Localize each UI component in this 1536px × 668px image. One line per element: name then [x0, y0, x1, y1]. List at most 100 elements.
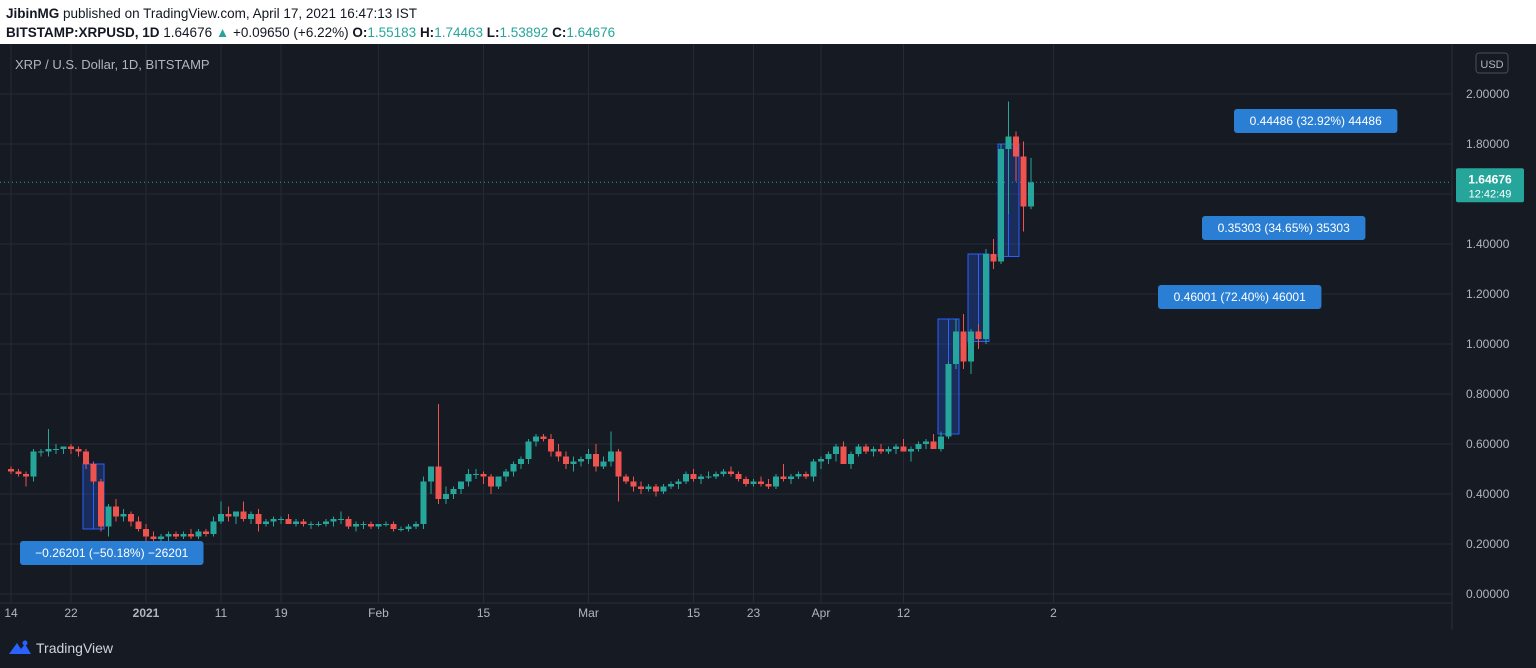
candle-body — [360, 524, 367, 525]
candle-body — [383, 524, 389, 525]
candle-body — [788, 476, 794, 479]
measure-label-text: 0.44486 (32.92%) 44486 — [1250, 114, 1382, 128]
grid-lines — [0, 44, 1452, 603]
candle-body — [488, 476, 494, 487]
candle-body — [578, 459, 584, 462]
price-tick-label: 0.40000 — [1466, 487, 1510, 501]
close-value: 1.64676 — [566, 25, 616, 40]
author-name[interactable]: JibinMG — [6, 6, 60, 21]
candle-body — [623, 476, 629, 482]
change-up-icon: ▲ — [215, 25, 230, 40]
candle-body — [975, 331, 982, 339]
candle-body — [518, 459, 524, 464]
candle-body — [255, 514, 262, 524]
low-value: 1.53892 — [499, 25, 549, 40]
candle-body — [465, 474, 472, 482]
candle-body — [720, 471, 727, 474]
candle-body — [285, 519, 292, 524]
candle-body — [293, 521, 299, 524]
candle-body — [683, 474, 689, 482]
candle-body — [248, 514, 254, 519]
candle-body — [323, 521, 329, 524]
time-tick-label: 15 — [477, 606, 491, 620]
candle-body — [420, 481, 427, 524]
candle-body — [923, 441, 929, 444]
measure-label-text: 0.46001 (72.40%) 46001 — [1174, 290, 1306, 304]
candle-body — [38, 451, 44, 453]
measure-labels[interactable]: −0.26201 (−50.18%) −26201 0.46001 (72.40%… — [20, 109, 1398, 565]
candle-body — [428, 466, 434, 482]
candle-body — [728, 471, 734, 474]
candle-body — [270, 519, 277, 522]
last-price: 1.64676 — [163, 25, 213, 40]
candle-body — [1005, 136, 1012, 149]
candle-body — [278, 519, 284, 520]
candle-body — [75, 449, 82, 452]
candle-body — [593, 454, 599, 467]
time-tick-label: 12 — [897, 606, 911, 620]
candle-body — [195, 531, 202, 537]
measure-label-box — [20, 541, 204, 565]
candle-body — [165, 534, 172, 537]
candle-body — [53, 449, 59, 450]
currency-label: USD — [1480, 59, 1503, 71]
candle-body — [758, 481, 764, 484]
time-tick-label: 15 — [687, 606, 701, 620]
price-tick-label: 0.60000 — [1466, 437, 1510, 451]
time-axis[interactable]: 14 22 2021 11 19 Feb 15 Mar 15 23 Apr 12 2 — [4, 606, 1057, 620]
candle-body — [960, 331, 967, 362]
candle-body — [375, 524, 382, 527]
price-chart[interactable]: XRP / U.S. Dollar, 1D, BITSTAMP USD 0.00… — [0, 44, 1536, 630]
measure-label-text: 0.35303 (34.65%) 35303 — [1218, 221, 1350, 235]
time-tick-label: 23 — [747, 606, 761, 620]
candle-body — [585, 454, 592, 459]
candle-body — [98, 481, 104, 527]
candle-body — [630, 481, 637, 487]
candle-body — [533, 436, 539, 442]
candle-body — [690, 474, 697, 479]
candle-body — [353, 524, 359, 527]
candle-body — [68, 446, 74, 449]
candle-body — [645, 486, 652, 489]
candle-body — [668, 484, 674, 487]
candle-body — [128, 514, 134, 522]
candle-body — [458, 481, 464, 489]
currency-box[interactable] — [1475, 52, 1509, 74]
open-value: 1.55183 — [367, 25, 417, 40]
candle-body — [240, 511, 247, 519]
tradingview-brand[interactable]: TradingView — [36, 640, 114, 656]
candle-body — [135, 521, 142, 529]
candle-body — [930, 441, 937, 449]
candle-body — [848, 454, 854, 464]
tradingview-logo-icon[interactable] — [8, 639, 32, 655]
candle-body — [368, 524, 374, 527]
candle-body — [990, 254, 997, 262]
candle-body — [653, 486, 659, 492]
time-tick-label: 2 — [1050, 606, 1057, 620]
candle-body — [1013, 136, 1019, 157]
candle-body — [878, 449, 884, 452]
measure-label-box — [1234, 109, 1398, 133]
low-label: L: — [486, 25, 500, 40]
candle-body — [90, 464, 97, 482]
candle-body — [173, 534, 179, 537]
candle-body — [735, 474, 742, 479]
candle-body — [855, 446, 862, 454]
candle-body — [803, 474, 809, 477]
candle-body — [338, 519, 344, 520]
time-tick-label: 2021 — [133, 606, 160, 620]
candle-body — [540, 436, 547, 439]
candle-body — [810, 461, 817, 477]
candle-body — [615, 451, 622, 477]
candle-body — [563, 456, 569, 464]
candle-body — [713, 474, 719, 477]
candle-body — [435, 466, 442, 499]
candle-body — [795, 474, 802, 477]
candle-body — [15, 471, 22, 474]
candle-body — [210, 521, 217, 534]
candle-body — [953, 331, 959, 364]
candle-body — [818, 459, 824, 462]
price-tick-label: 0.20000 — [1466, 537, 1510, 551]
candle-body — [450, 489, 457, 494]
candle-body — [263, 521, 269, 524]
